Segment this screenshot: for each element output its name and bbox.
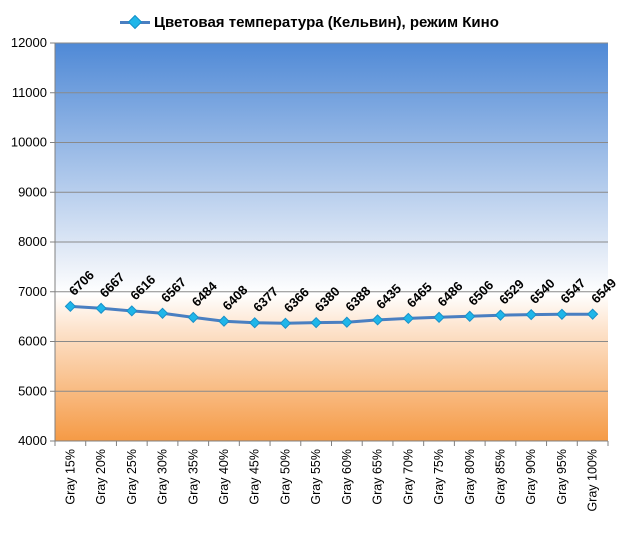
x-tick-label: Gray 50%: [278, 449, 292, 505]
data-point: [279, 317, 292, 329]
legend-label: Цветовая температура (Кельвин), режим Ки…: [154, 13, 499, 31]
x-tick-label: Gray 35%: [186, 449, 200, 505]
data-point: [187, 311, 199, 324]
legend-swatch: [120, 14, 150, 30]
x-tick-label: Gray 70%: [401, 449, 415, 505]
y-tick-label: 10000: [11, 135, 47, 150]
data-point: [310, 316, 322, 329]
x-tick-label: Gray 95%: [555, 449, 569, 505]
x-tick-label: Gray 75%: [432, 449, 446, 505]
data-point: [525, 308, 537, 321]
data-point: [402, 312, 414, 325]
data-point: [156, 307, 169, 319]
x-tick-label: Gray 80%: [463, 449, 477, 505]
data-point: [126, 305, 138, 317]
x-tick-label: Gray 60%: [340, 449, 354, 505]
data-point: [586, 308, 599, 320]
data-point: [464, 310, 476, 322]
x-tick-label: Gray 20%: [94, 449, 108, 505]
legend: Цветовая температура (Кельвин), режим Ки…: [120, 12, 499, 32]
x-tick-label: Gray 30%: [156, 449, 170, 505]
y-tick-label: 8000: [18, 234, 47, 249]
x-tick-label: Gray 100%: [586, 449, 600, 512]
x-tick-label: Gray 40%: [217, 449, 231, 505]
y-tick-label: 11000: [12, 85, 47, 100]
x-tick-label: Gray 25%: [125, 449, 139, 505]
y-tick-label: 5000: [18, 383, 47, 398]
x-tick-label: Gray 15%: [63, 449, 77, 505]
data-point: [249, 317, 261, 329]
y-tick-label: 12000: [11, 35, 47, 50]
x-tick-label: Gray 90%: [524, 449, 538, 505]
data-point: [218, 315, 230, 327]
y-tick-label: 6000: [18, 334, 47, 349]
data-point: [64, 300, 77, 313]
data-point: [494, 309, 507, 321]
x-tick-label: Gray 45%: [248, 449, 262, 505]
x-tick-label: Gray 85%: [493, 449, 507, 505]
data-point: [341, 316, 353, 328]
x-tick-label: Gray 55%: [309, 449, 323, 505]
data-point: [371, 314, 384, 326]
data-point: [95, 302, 107, 314]
data-point: [433, 311, 445, 323]
x-tick-label: Gray 65%: [371, 449, 385, 505]
y-tick-label: 4000: [18, 433, 47, 448]
y-tick-label: 9000: [18, 184, 47, 199]
data-point: [556, 308, 568, 320]
y-tick-label: 7000: [18, 284, 47, 299]
